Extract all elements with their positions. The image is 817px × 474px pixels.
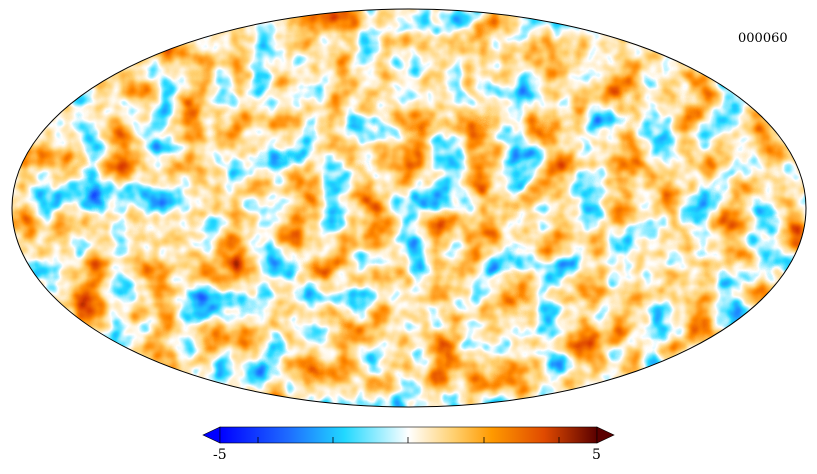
map-label: 000060 [738, 31, 788, 46]
colorbar-ticks [257, 437, 560, 443]
colorbar-max-arrow [596, 426, 615, 444]
colorbar-min-arrow [202, 426, 221, 444]
sky-map-field [12, 9, 806, 407]
colorbar [202, 426, 615, 444]
sky-map [11, 8, 807, 408]
colorbar-gradient [219, 426, 598, 444]
sky-map-outline [11, 8, 807, 408]
colorbar-min-label: -5 [213, 447, 227, 463]
colorbar-max-label: 5 [592, 447, 601, 463]
